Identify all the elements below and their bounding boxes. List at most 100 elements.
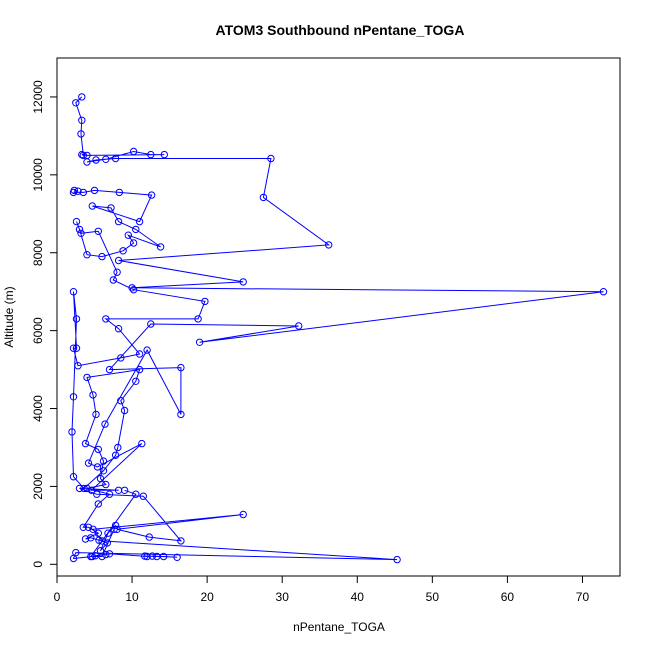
data-point [96,474,105,483]
data-point [325,241,333,249]
data-point [147,320,155,328]
series-1-line [72,96,604,561]
data-point [132,490,140,498]
data-point [239,510,247,519]
x-tick-label: 60 [501,590,515,604]
x-tick-label: 20 [200,590,214,604]
data-point [267,154,275,163]
x-axis: 0 10 20 30 40 50 60 70 [54,575,590,604]
data-point [101,420,109,428]
data-point [84,523,93,531]
data-point [135,365,144,374]
data-point [120,406,129,415]
data-point [83,158,91,166]
data-point [132,225,140,234]
data-point [145,533,154,541]
chart-title: ATOM3 Southbound nPentane_TOGA [216,22,465,38]
data-point [239,278,247,286]
data-point [115,188,124,197]
data-point [117,397,125,405]
data-point [94,227,103,236]
data-point [111,451,120,459]
data-point [114,325,123,333]
y-tick-label: 4000 [31,395,45,422]
data-point [69,473,78,481]
data-point [143,346,151,354]
y-axis-label: Altitude (m) [2,286,16,347]
data-point [94,445,103,454]
data-point [72,315,81,323]
data-point [194,315,202,323]
data-point [78,150,86,159]
data-point [94,529,103,537]
data-point [156,243,165,251]
data-point [104,529,112,537]
x-tick-label: 40 [351,590,365,604]
data-point [148,552,157,560]
data-point [75,225,84,234]
data-point [99,457,108,465]
x-axis-label: nPentane_TOGA [293,620,385,634]
y-tick-label: 6000 [31,317,45,344]
data-point [103,539,112,547]
x-tick-label: 10 [125,590,139,604]
data-point [173,553,181,561]
data-point [69,393,78,401]
data-point [117,354,125,362]
data-point [83,484,91,493]
data-point [135,350,144,358]
y-tick-label: 10000 [31,158,45,192]
data-point [147,191,156,199]
data-point [129,147,138,156]
data-point [102,155,110,164]
data-point [129,239,138,247]
data-point [114,443,122,452]
data-point [139,492,148,500]
data-point [201,297,209,306]
data-point [113,268,121,276]
x-tick-label: 30 [276,590,290,604]
x-tick-label: 50 [426,590,440,604]
data-point [74,187,82,195]
data-point [129,286,138,294]
data-point [68,428,76,436]
data-point [98,252,106,261]
data-point [81,535,90,543]
data-point [72,344,81,352]
data-point [95,536,103,544]
data-point [107,204,115,212]
y-tick-label: 0 [31,561,45,568]
x-tick-label: 70 [576,590,590,604]
data-point [83,373,91,382]
data-point [295,322,303,330]
data-point [599,288,608,296]
y-tick-label: 2000 [31,473,45,500]
data-point [141,552,149,560]
data-point [69,554,78,563]
data-point [105,365,114,374]
y-tick-label: 12000 [31,80,45,114]
data-point [75,484,84,493]
data-point [69,344,78,352]
data-point [99,467,108,475]
data-point [94,500,103,508]
data-point [393,555,401,564]
data-point [147,150,155,159]
data-point [124,231,133,239]
data-point [84,459,93,467]
data-point [90,186,99,195]
data-point [114,217,123,226]
data-point [105,550,114,558]
y-axis: 0 2000 4000 6000 8000 10000 12000 [31,80,58,568]
data-point [195,338,204,346]
data-point [80,484,88,493]
data-point [92,410,100,419]
data-point [109,276,118,284]
data-point [102,315,110,323]
data-point [111,521,120,530]
data-point [79,188,88,197]
data-point [105,490,114,498]
data-point [89,525,97,533]
data-point [102,480,110,489]
data-point [87,552,95,561]
